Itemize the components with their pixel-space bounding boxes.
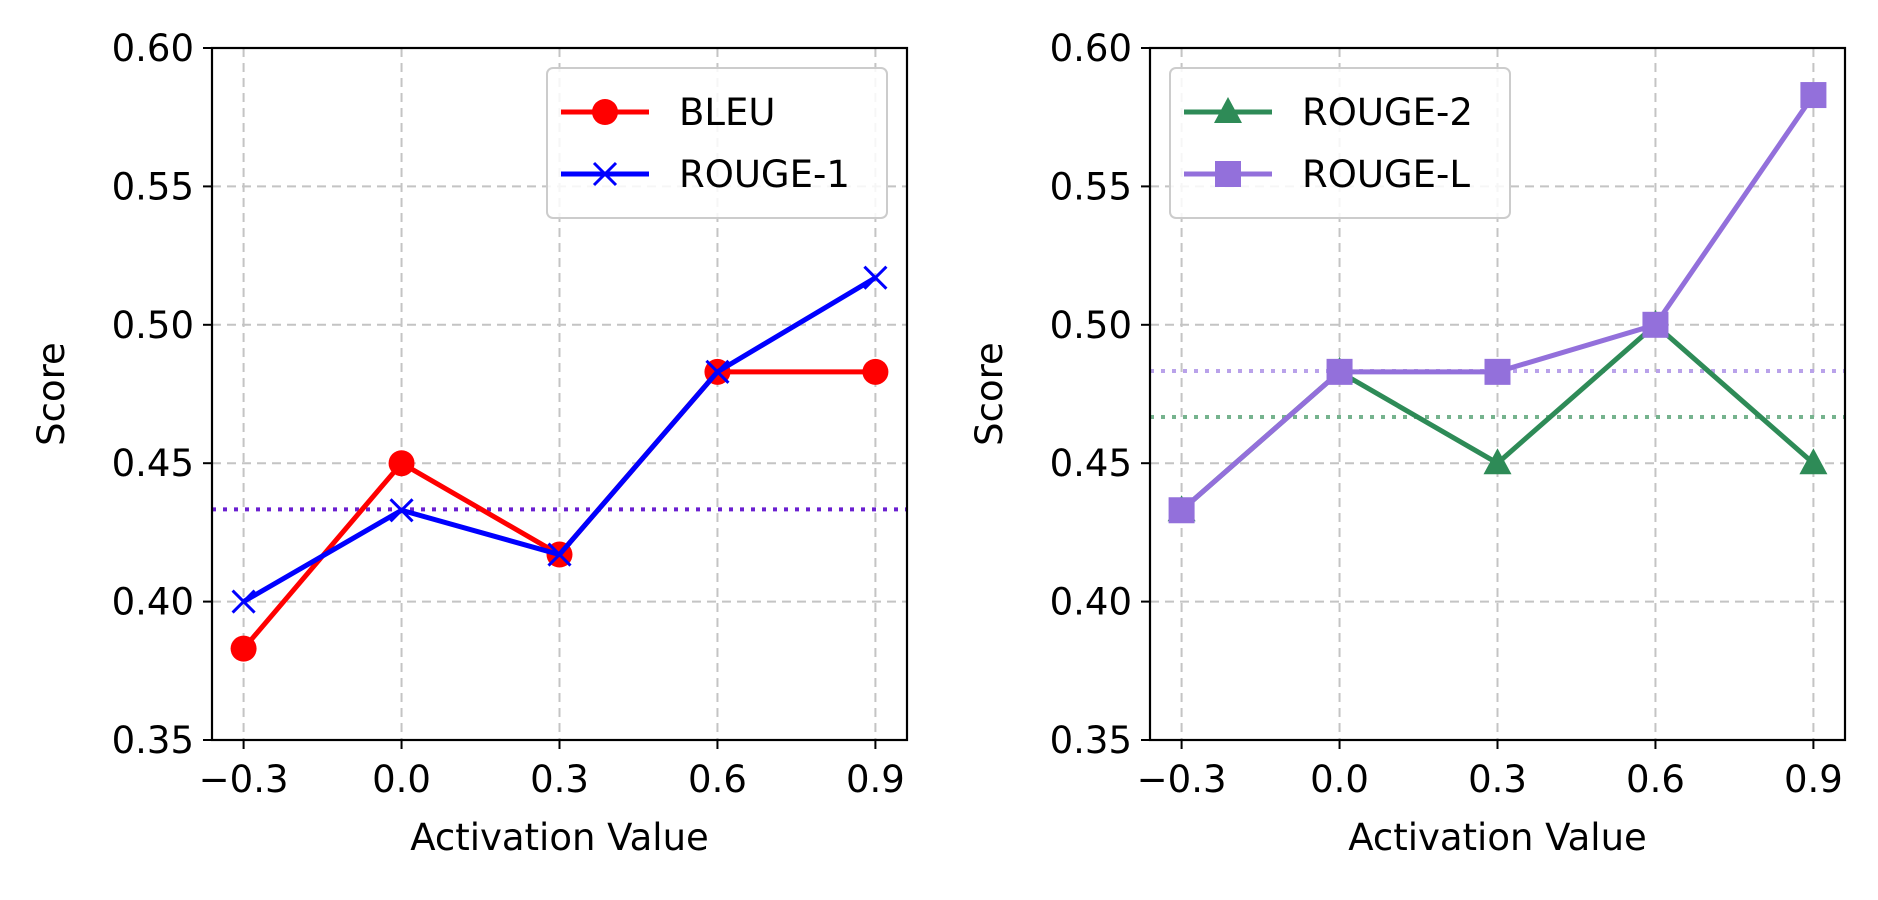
right-x-tick-label-1: 0.0 <box>1310 758 1369 801</box>
legend-marker-rouge-1 <box>592 161 618 187</box>
rouge-1-point-2 <box>547 542 572 567</box>
rouge-l-point-4 <box>1800 82 1827 109</box>
legend-entry-rouge-1: ROUGE-1 <box>561 153 850 196</box>
left-x-tick-label-2: 0.3 <box>530 758 589 801</box>
legend-label-rouge-2: ROUGE-2 <box>1302 91 1473 134</box>
rouge-1-point-3 <box>705 359 730 384</box>
right-y-tick-label-2: 0.45 <box>1050 442 1132 485</box>
left-legend-box <box>546 67 888 219</box>
left-y-tick-label-0: 0.35 <box>112 719 194 762</box>
bleu-point-0 <box>230 635 257 662</box>
rouge-l-point-0 <box>1168 497 1195 524</box>
left-y-tick-label-3: 0.50 <box>112 304 194 347</box>
legend-entry-rouge-2: ROUGE-2 <box>1184 91 1473 134</box>
left-x-tick-label-4: 0.9 <box>846 758 905 801</box>
rouge-2-point-4 <box>1799 448 1828 475</box>
legend-marker-rouge-l <box>1215 161 1241 187</box>
right-x-tick-label-3: 0.6 <box>1626 758 1685 801</box>
rouge-l-point-2 <box>1484 358 1511 385</box>
legend-marker-rouge-2 <box>1214 97 1242 123</box>
right-x-tick-label-4: 0.9 <box>1784 758 1843 801</box>
right-y-tick-label-3: 0.50 <box>1050 304 1132 347</box>
right-y-tick-label-0: 0.35 <box>1050 719 1132 762</box>
right-chart-panel: −0.3 0.0 0.3 0.6 0.9 0.35 0.40 0.45 0.50 0.55 0.60… <box>968 27 1847 859</box>
left-x-tick-label-0: −0.3 <box>199 758 289 801</box>
left-y-tick-label-4: 0.55 <box>112 165 194 208</box>
legend-label-rouge-l: ROUGE-L <box>1302 153 1470 196</box>
left-chart-panel: −0.3 0.0 0.3 0.6 0.9 0.35 0.40 0.45 0.50 0.55 0.60… <box>30 27 909 859</box>
right-y-tick-label-5: 0.60 <box>1050 27 1132 70</box>
rouge-l-point-1 <box>1326 358 1353 385</box>
legend-label-bleu: BLEU <box>679 91 775 134</box>
right-x-axis-label: Activation Value <box>1348 816 1647 859</box>
bleu-point-1 <box>388 450 415 477</box>
rouge-1-point-0 <box>231 589 256 614</box>
legend-key-rouge-2 <box>1184 97 1272 123</box>
legend-marker-bleu <box>592 99 618 125</box>
right-legend-box <box>1169 67 1511 219</box>
right-y-tick-label-1: 0.40 <box>1050 581 1132 624</box>
right-y-axis-label: Score <box>968 342 1011 446</box>
rouge-2-point-2 <box>1483 448 1512 475</box>
series-rouge-1 <box>231 265 888 614</box>
left-y-tick-label-2: 0.45 <box>112 442 194 485</box>
right-series <box>1167 82 1828 524</box>
right-x-tick-label-2: 0.3 <box>1468 758 1527 801</box>
left-x-tick-label-1: 0.0 <box>372 758 431 801</box>
legend-key-bleu <box>561 99 649 125</box>
rouge-1-point-4 <box>863 265 888 290</box>
legend-key-rouge-1 <box>561 161 649 187</box>
right-x-tick-label-0: −0.3 <box>1137 758 1227 801</box>
left-grid <box>212 48 907 740</box>
rouge-1-point-1 <box>389 498 414 523</box>
bleu-point-4 <box>862 358 889 385</box>
legend-key-rouge-l <box>1184 161 1272 187</box>
left-x-axis-label: Activation Value <box>410 816 709 859</box>
right-ticks: −0.3 0.0 0.3 0.6 0.9 0.35 0.40 0.45 0.50 0.55 0.60 <box>1050 27 1843 801</box>
series-rouge-l <box>1168 82 1827 524</box>
left-y-tick-label-1: 0.40 <box>112 581 194 624</box>
right-legend: ROUGE-2 ROUGE-L <box>1169 67 1511 219</box>
rouge-l-point-3 <box>1642 311 1669 338</box>
legend-entry-bleu: BLEU <box>561 91 775 134</box>
left-y-tick-label-5: 0.60 <box>112 27 194 70</box>
left-ticks: −0.3 0.0 0.3 0.6 0.9 0.35 0.40 0.45 0.50 0.55 0.60 <box>112 27 905 801</box>
right-y-tick-label-4: 0.55 <box>1050 165 1132 208</box>
legend-entry-rouge-l: ROUGE-L <box>1184 153 1470 196</box>
left-y-axis-label: Score <box>30 342 73 446</box>
left-series <box>230 265 889 662</box>
left-legend: BLEU ROUGE-1 <box>546 67 888 219</box>
legend-label-rouge-1: ROUGE-1 <box>679 153 850 196</box>
left-x-tick-label-3: 0.6 <box>688 758 747 801</box>
